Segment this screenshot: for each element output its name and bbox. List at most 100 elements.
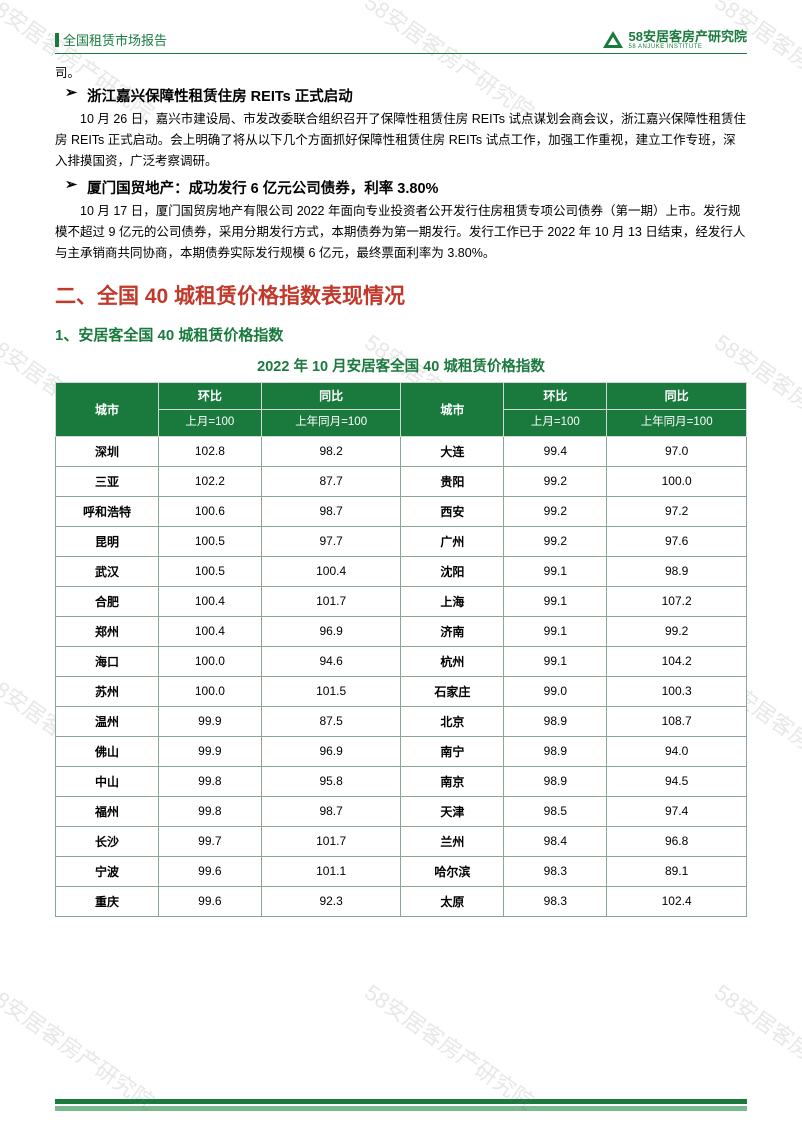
cell-city: 广州 [401,526,504,556]
cell-value: 100.0 [607,466,747,496]
section-heading-1: 二、全国 40 城租赁价格指数表现情况 [55,280,747,310]
brand-name: 58安居客房产研究院 [629,30,747,44]
cell-value: 100.4 [158,616,261,646]
table-row: 合肥100.4101.7上海99.1107.2 [56,586,747,616]
watermark: 58安居客房产研究院 [0,975,162,1116]
cell-value: 98.9 [607,556,747,586]
header-accent-bar [55,33,59,47]
cell-city: 沈阳 [401,556,504,586]
cell-value: 98.3 [504,856,607,886]
cell-value: 99.1 [504,556,607,586]
bullet-2-body: 10 月 17 日，厦门国贸房地产有限公司 2022 年面向专业投资者公开发行住… [55,201,747,265]
brand-subtitle: 58 ANJUKE INSTITUTE [629,44,747,50]
cell-value: 98.9 [504,736,607,766]
cell-value: 108.7 [607,706,747,736]
cell-city: 天津 [401,796,504,826]
th-mom-1: 环比 [158,383,261,410]
cell-city: 南京 [401,766,504,796]
cell-city: 福州 [56,796,159,826]
table-row: 佛山99.996.9南宁98.994.0 [56,736,747,766]
table-row: 呼和浩特100.698.7西安99.297.2 [56,496,747,526]
cell-value: 100.6 [158,496,261,526]
cell-value: 87.7 [261,466,401,496]
cell-value: 98.3 [504,886,607,916]
table-row: 深圳102.898.2大连99.497.0 [56,436,747,466]
cell-value: 99.9 [158,736,261,766]
cell-city: 佛山 [56,736,159,766]
cell-value: 101.7 [261,586,401,616]
cell-value: 99.2 [504,526,607,556]
cell-value: 99.0 [504,676,607,706]
th-mom-sub-1: 上月=100 [158,410,261,436]
th-city-1: 城市 [56,383,159,436]
cell-city: 深圳 [56,436,159,466]
footer-bar-light [55,1106,747,1111]
cell-value: 99.9 [158,706,261,736]
th-yoy-sub-2: 上年同月=100 [607,410,747,436]
table-row: 三亚102.287.7贵阳99.2100.0 [56,466,747,496]
bullet-2: ➢ 厦门国贸地产：成功发行 6 亿元公司债券，利率 3.80% [65,177,747,198]
table-row: 苏州100.0101.5石家庄99.0100.3 [56,676,747,706]
cell-value: 96.8 [607,826,747,856]
cell-value: 95.8 [261,766,401,796]
cell-value: 98.9 [504,706,607,736]
cell-value: 98.5 [504,796,607,826]
cell-value: 99.8 [158,766,261,796]
cell-city: 呼和浩特 [56,496,159,526]
cell-value: 99.7 [158,826,261,856]
cell-city: 上海 [401,586,504,616]
cell-value: 94.0 [607,736,747,766]
table-row: 海口100.094.6杭州99.1104.2 [56,646,747,676]
cell-value: 102.2 [158,466,261,496]
table-title: 2022 年 10 月安居客全国 40 城租赁价格指数 [55,355,747,376]
cell-city: 太原 [401,886,504,916]
cell-value: 98.7 [261,496,401,526]
footer-decoration [55,1099,747,1111]
orphan-text: 司。 [55,62,747,81]
cell-city: 石家庄 [401,676,504,706]
brand-logo: 58安居客房产研究院 58 ANJUKE INSTITUTE [603,30,747,50]
bullet-1: ➢ 浙江嘉兴保障性租赁住房 REITs 正式启动 [65,85,747,106]
bullet-1-title: 浙江嘉兴保障性租赁住房 REITs 正式启动 [87,85,353,106]
cell-value: 99.2 [607,616,747,646]
table-row: 长沙99.7101.7兰州98.496.8 [56,826,747,856]
cell-value: 94.5 [607,766,747,796]
cell-city: 长沙 [56,826,159,856]
cell-city: 温州 [56,706,159,736]
cell-value: 100.5 [158,526,261,556]
cell-value: 100.4 [158,586,261,616]
th-yoy-1: 同比 [261,383,401,410]
cell-value: 101.7 [261,826,401,856]
table-row: 福州99.898.7天津98.597.4 [56,796,747,826]
th-mom-2: 环比 [504,383,607,410]
cell-city: 南宁 [401,736,504,766]
cell-city: 杭州 [401,646,504,676]
bullet-1-body: 10 月 26 日，嘉兴市建设局、市发改委联合组织召开了保障性租赁住房 REIT… [55,109,747,173]
table-row: 武汉100.5100.4沈阳99.198.9 [56,556,747,586]
cell-city: 合肥 [56,586,159,616]
footer-bar-dark [55,1099,747,1104]
table-row: 中山99.895.8南京98.994.5 [56,766,747,796]
cell-value: 96.9 [261,616,401,646]
cell-value: 99.4 [504,436,607,466]
cell-value: 104.2 [607,646,747,676]
cell-city: 大连 [401,436,504,466]
cell-value: 101.5 [261,676,401,706]
cell-city: 苏州 [56,676,159,706]
cell-value: 99.2 [504,496,607,526]
cell-value: 100.4 [261,556,401,586]
cell-value: 99.6 [158,856,261,886]
cell-value: 97.4 [607,796,747,826]
cell-value: 107.2 [607,586,747,616]
cell-city: 海口 [56,646,159,676]
cell-value: 97.6 [607,526,747,556]
th-yoy-sub-1: 上年同月=100 [261,410,401,436]
table-row: 昆明100.597.7广州99.297.6 [56,526,747,556]
table-row: 郑州100.496.9济南99.199.2 [56,616,747,646]
cell-value: 98.9 [504,766,607,796]
cell-city: 中山 [56,766,159,796]
logo-triangle-icon [603,31,623,48]
cell-value: 97.0 [607,436,747,466]
cell-city: 哈尔滨 [401,856,504,886]
watermark: 58安居客房产研究院 [709,975,802,1116]
